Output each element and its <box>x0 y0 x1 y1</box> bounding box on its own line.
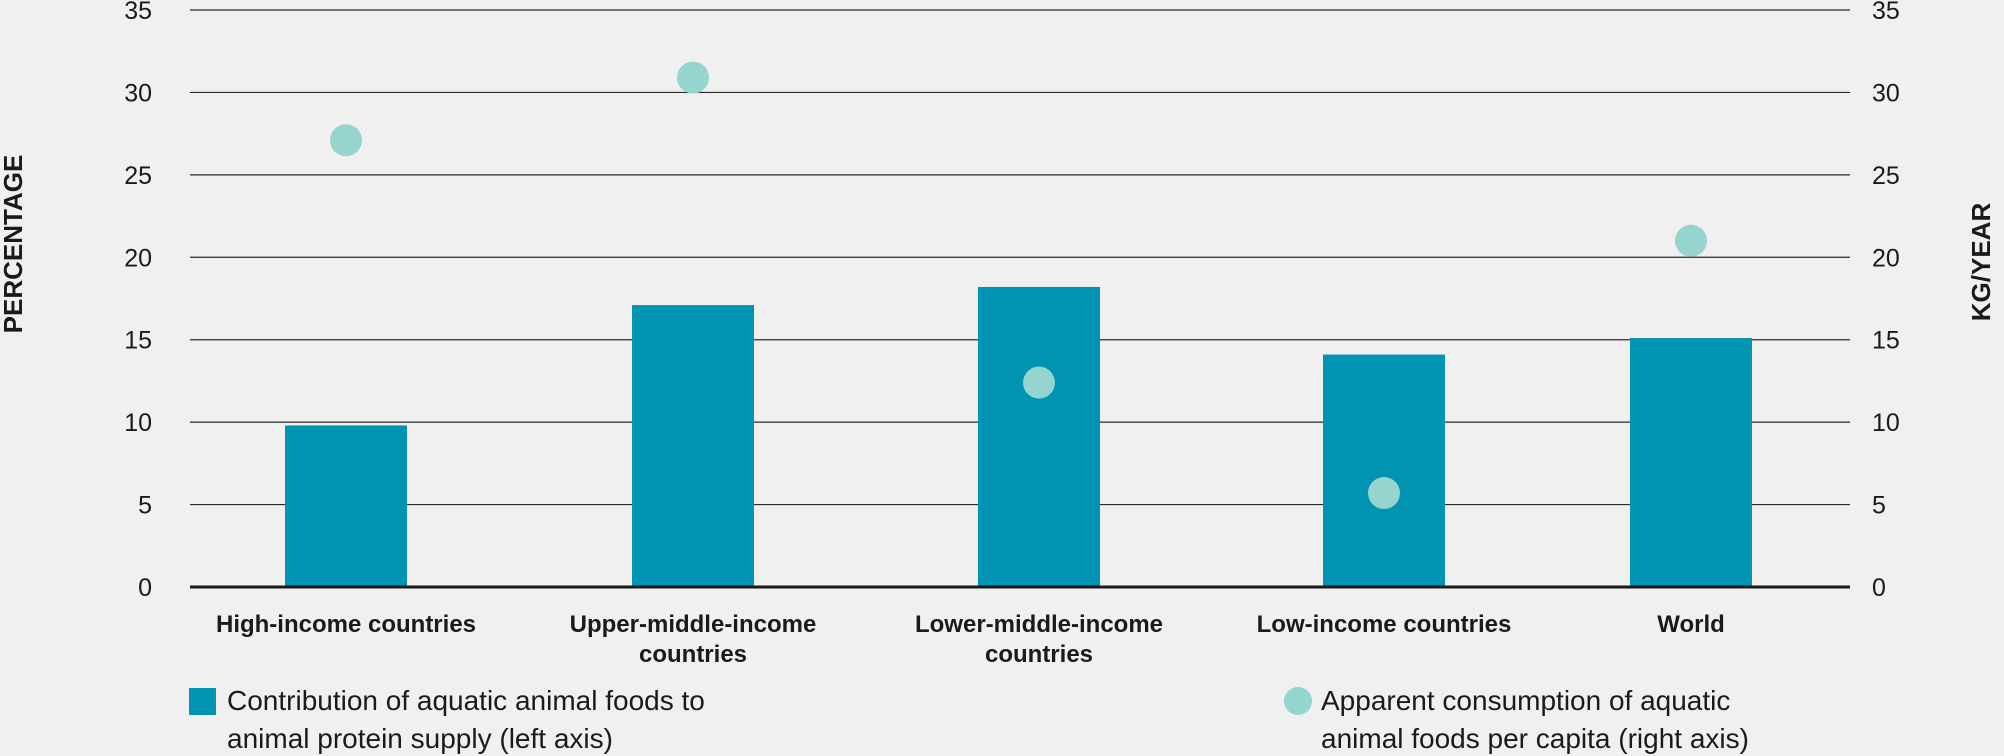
dot <box>1675 224 1707 257</box>
dot-series <box>330 61 1707 510</box>
dot <box>330 124 362 157</box>
legend-label-dot-line-1: Apparent consumption of aquatic <box>1321 685 1730 716</box>
bar <box>978 286 1100 586</box>
category-label: High-income countries <box>216 611 476 638</box>
category-labels: High-income countries Upper-middle-income… <box>216 611 1725 668</box>
right-tick-label: 30 <box>1872 79 1900 107</box>
right-tick-label: 5 <box>1872 492 1886 520</box>
bar <box>632 305 754 586</box>
right-tick-label: 10 <box>1872 409 1900 437</box>
dot <box>1368 477 1400 510</box>
right-tick-label: 35 <box>1872 0 1900 25</box>
left-tick-label: 30 <box>124 79 152 107</box>
legend-label-dot-line-2: animal foods per capita (right axis) <box>1321 723 1749 754</box>
right-tick-label: 25 <box>1872 162 1900 190</box>
bar-series <box>285 286 1752 586</box>
right-tick-label: 0 <box>1872 574 1886 602</box>
legend-label-dot: Apparent consumption of aquatic animal f… <box>1321 685 1749 754</box>
left-tick-label: 5 <box>138 492 152 520</box>
bar <box>1323 354 1445 586</box>
right-tick-label: 20 <box>1872 244 1900 272</box>
left-tick-label: 20 <box>124 244 152 272</box>
right-axis-ticks: 0 5 10 15 20 25 30 35 <box>1872 0 1900 602</box>
left-tick-label: 10 <box>124 409 152 437</box>
legend: Contribution of aquatic animal foods to … <box>189 685 1749 754</box>
category-label: Lower-middle-income countries <box>915 611 1163 668</box>
bar <box>1630 338 1752 586</box>
right-axis-title: KG/YEAR <box>1966 203 1996 322</box>
right-tick-label: 15 <box>1872 327 1900 355</box>
left-axis-ticks: 0 5 10 15 20 25 30 35 <box>124 0 152 602</box>
legend-label-bar-line-1: Contribution of aquatic animal foods to <box>227 685 705 716</box>
left-tick-label: 25 <box>124 162 152 190</box>
bar <box>285 425 407 586</box>
legend-label-bar: Contribution of aquatic animal foods to … <box>227 685 713 754</box>
legend-swatch-bar <box>189 688 216 715</box>
left-axis-title: PERCENTAGE <box>0 155 28 334</box>
left-tick-label: 35 <box>124 0 152 25</box>
left-tick-label: 15 <box>124 327 152 355</box>
category-label: Upper-middle-income countries <box>570 611 817 668</box>
legend-swatch-dot <box>1284 687 1312 715</box>
category-label: World <box>1657 611 1725 638</box>
left-tick-label: 0 <box>138 574 152 602</box>
dot <box>1023 366 1055 399</box>
legend-label-bar-line-2: animal protein supply (left axis) <box>227 723 613 754</box>
category-label: Low-income countries <box>1257 611 1512 638</box>
dot <box>677 61 709 94</box>
